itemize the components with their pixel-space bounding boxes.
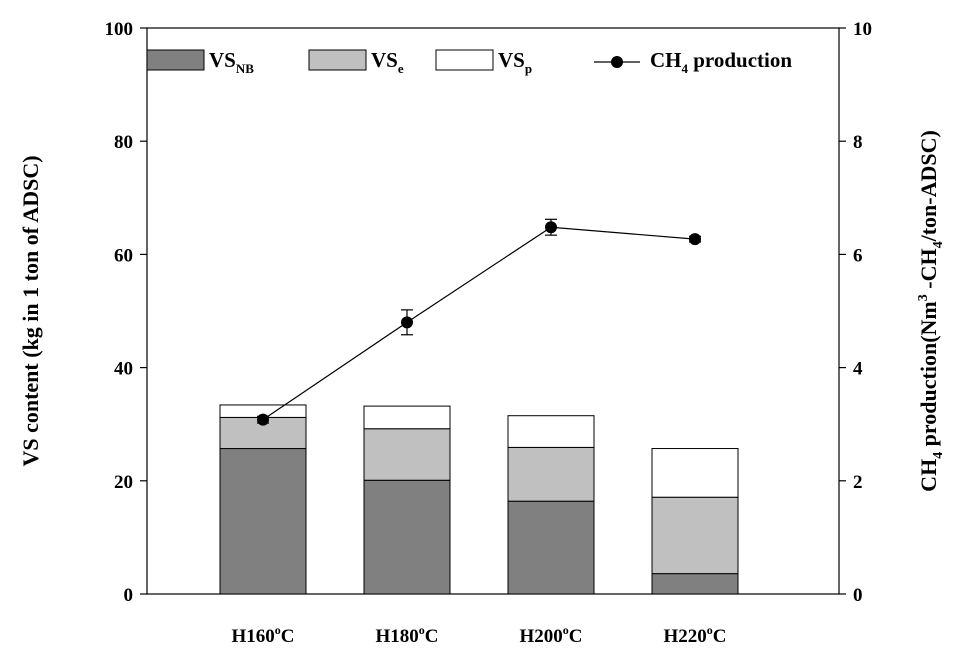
category-label: H180oC [375,623,438,647]
legend-swatch-e [308,49,367,71]
category-label: H220oC [663,623,726,647]
left-tick-label: 40 [114,359,133,380]
ch4-production-line [257,218,701,426]
ch4-point [689,233,701,246]
category-label: H200oC [519,623,582,647]
right-tick-label: 8 [853,132,863,153]
plot-frame [146,27,840,595]
right-tick-label: 0 [853,585,863,606]
ch4-point [257,413,269,426]
right-tick-label: 4 [853,359,863,380]
bar-vs-e [507,446,595,502]
left-axis-ticks: 0 20 40 60 80 100 [105,19,147,606]
left-axis-title: VS content (kg in 1 ton of ADSC) [18,155,43,466]
legend-line-marker [611,56,623,68]
legend-swatch-p [435,49,494,71]
bar-vs-p [363,405,451,430]
bar-vs-nb [363,479,451,595]
legend-label-ch4: CH4 production [650,48,792,76]
ch4-line-path [262,226,696,421]
bar-vs-p [507,415,595,448]
bar-vs-nb [507,500,595,595]
stacked-bars [219,404,739,595]
right-axis-title: CH4 production(Nm3 -CH4/ton-ADSC) [916,130,946,492]
left-tick-label: 0 [124,585,134,606]
category-labels: H160oC H180oC H200oC H220oC [231,623,726,647]
right-axis-title-text: CH4 production(Nm3 -CH4/ton-ADSC) [916,130,946,492]
legend-label-nb: VSNB [209,48,254,76]
bar-vs-nb [651,573,739,595]
right-tick-label: 2 [853,472,863,493]
category-label: H160oC [231,623,294,647]
left-tick-label: 80 [114,132,133,153]
right-axis-ticks: 0 2 4 6 8 10 [839,19,872,606]
legend-label-e: VSe [371,48,404,76]
ch4-point [545,221,557,234]
bar-vs-e [651,496,739,575]
ch4-point [401,316,413,329]
bar-vs-p [651,448,739,498]
legend-label-p: VSp [498,48,532,76]
legend: VSNB VSe VSp CH4 production [146,48,792,76]
legend-swatch-nb [146,49,205,71]
right-tick-label: 10 [853,19,872,40]
left-tick-label: 60 [114,245,133,266]
bar-vs-e [363,428,451,481]
bar-vs-nb [219,448,307,595]
left-tick-label: 100 [105,19,134,40]
right-tick-label: 6 [853,245,863,266]
left-tick-label: 20 [114,472,133,493]
